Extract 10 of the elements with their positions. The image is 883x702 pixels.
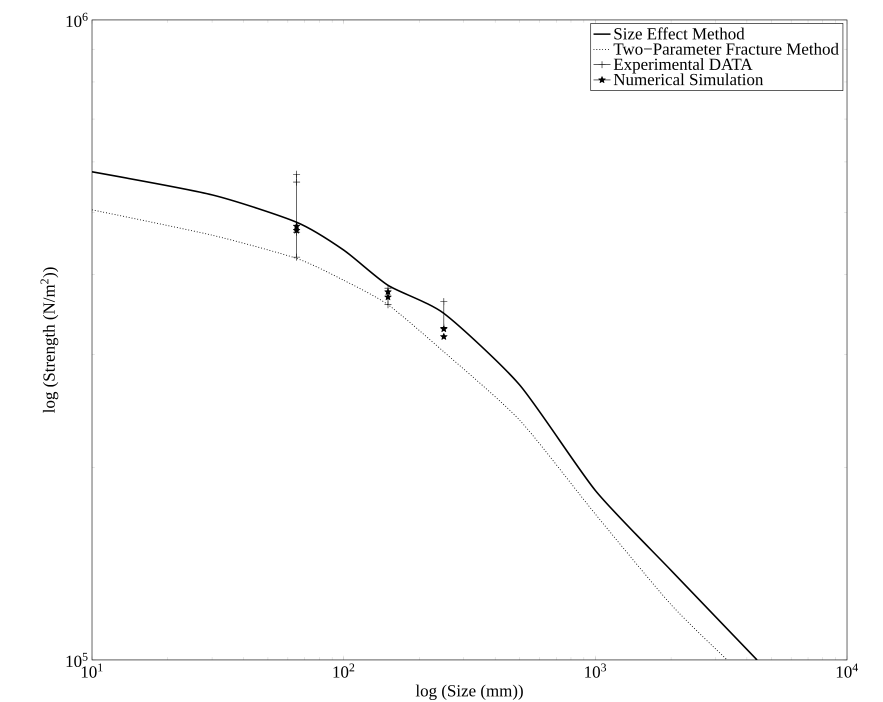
legend-label: Two−Parameter Fracture Method (614, 42, 839, 55)
x-tick-label: 10$^{2}$ (333, 663, 354, 678)
y-axis-title: log (Strength (N/m$^{2}$)) (40, 267, 58, 413)
legend-label: Numerical Simulation (614, 73, 764, 86)
x-axis-title: log (Size (mm)) (416, 684, 523, 700)
legend-label: Experimental DATA (614, 58, 752, 74)
x-tick-label: 10$^{3}$ (585, 663, 606, 678)
legend-label: Size Effect Method (614, 27, 744, 40)
y-tick-label: 10$^{6}$ (66, 12, 88, 28)
x-tick-label: 10$^{4}$ (836, 663, 858, 678)
